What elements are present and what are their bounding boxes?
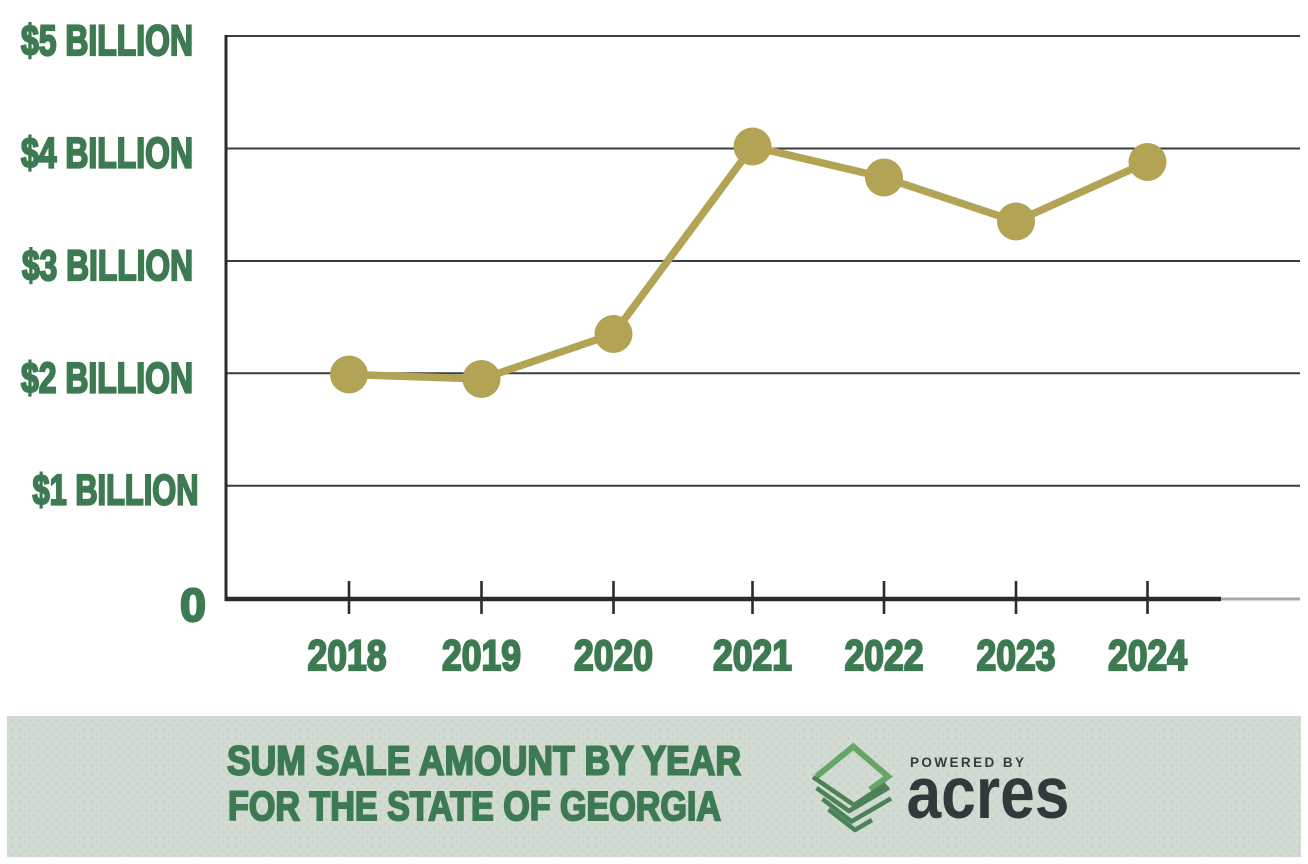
svg-text:FOR THE STATE OF GEORGIA: FOR THE STATE OF GEORGIA — [228, 783, 721, 829]
svg-text:2018: 2018 — [308, 632, 387, 680]
svg-text:0: 0 — [180, 579, 206, 631]
svg-text:POWERED BY: POWERED BY — [910, 755, 1029, 770]
svg-text:$1 BILLION: $1 BILLION — [33, 467, 199, 515]
svg-text:2019: 2019 — [442, 632, 521, 680]
svg-text:$4 BILLION: $4 BILLION — [21, 130, 193, 178]
svg-text:2020: 2020 — [574, 632, 653, 680]
svg-text:$3 BILLION: $3 BILLION — [22, 242, 193, 290]
svg-text:$5 BILLION: $5 BILLION — [21, 17, 193, 65]
svg-text:2024: 2024 — [1108, 632, 1187, 680]
svg-text:2023: 2023 — [977, 632, 1056, 680]
svg-text:acres: acres — [907, 753, 1070, 834]
svg-text:$2 BILLION: $2 BILLION — [21, 354, 193, 402]
svg-text:2021: 2021 — [713, 632, 792, 680]
svg-text:SUM SALE AMOUNT BY YEAR: SUM SALE AMOUNT BY YEAR — [227, 738, 741, 784]
svg-text:2022: 2022 — [845, 632, 924, 680]
